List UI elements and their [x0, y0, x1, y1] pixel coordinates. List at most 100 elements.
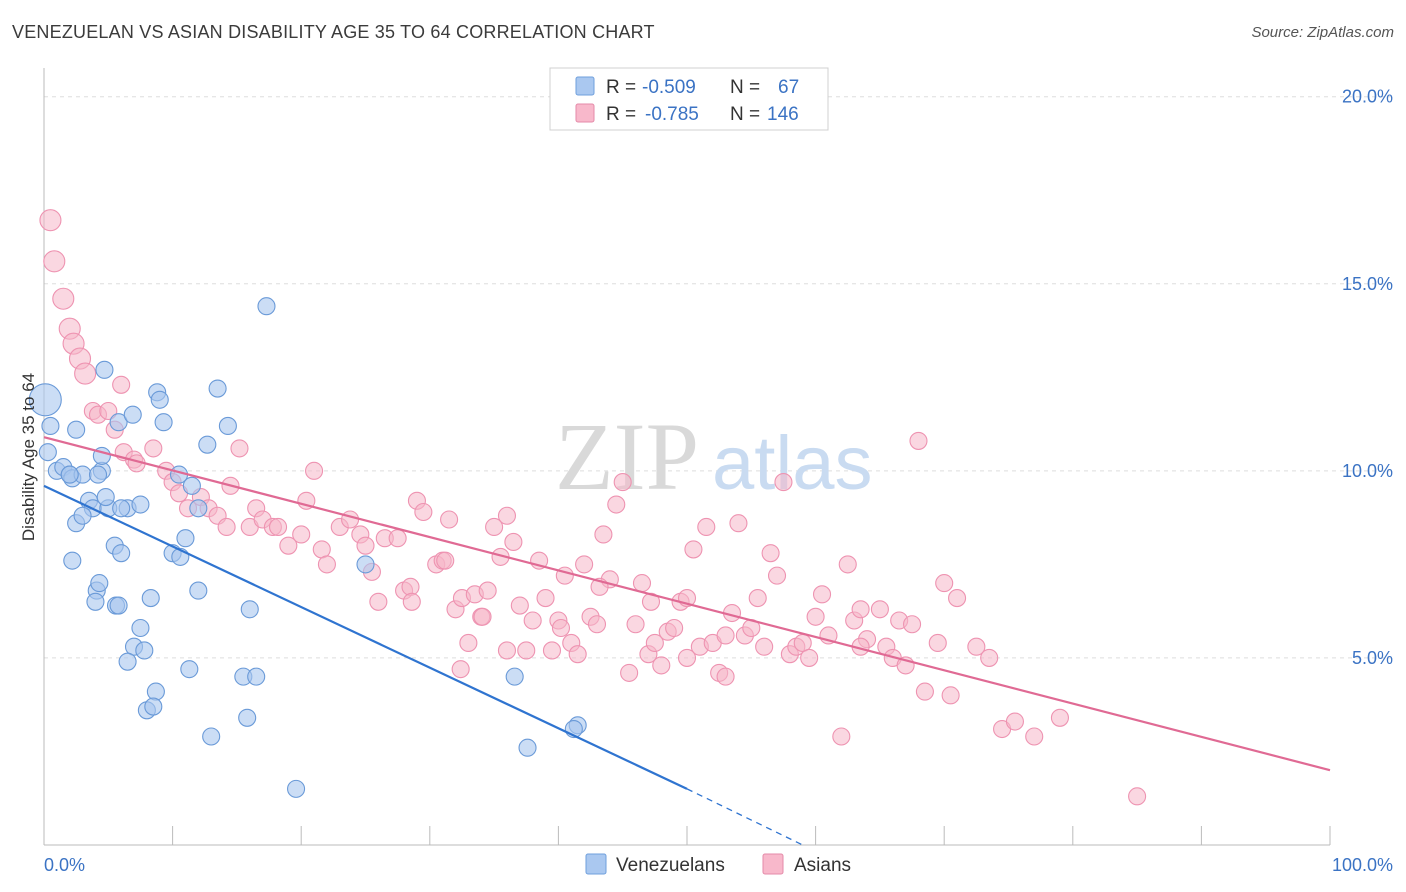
- asians-point: [1025, 727, 1044, 746]
- asians-point: [677, 648, 697, 667]
- legend-n-label-1: N =: [730, 77, 760, 98]
- venezuelans-point: [238, 708, 257, 727]
- asians-point: [665, 618, 684, 638]
- asians-point: [436, 551, 455, 570]
- asians-point: [948, 589, 967, 608]
- asians-point: [652, 656, 671, 675]
- venezuelans-trend-line: [43, 484, 688, 790]
- asians-point: [401, 577, 420, 596]
- asians-point: [305, 461, 324, 480]
- y-tick-label: 20.0%: [1342, 87, 1393, 107]
- venezuelans-point: [247, 667, 266, 686]
- legend-n-label-2: N =: [730, 104, 760, 125]
- venezuelans-point: [240, 600, 259, 619]
- venezuelans-point: [505, 667, 524, 686]
- venezuelans-point: [67, 420, 86, 439]
- venezuelans-point: [287, 779, 306, 798]
- venezuelans-point: [198, 435, 217, 454]
- asians-point: [928, 633, 947, 653]
- asians-point: [312, 540, 331, 559]
- asians-point: [800, 648, 819, 667]
- watermark-zip: ZIP: [555, 403, 699, 510]
- asians-point: [542, 641, 562, 660]
- venezuelans-point: [141, 589, 160, 608]
- venezuelans-point: [146, 682, 165, 701]
- asians-point: [1005, 712, 1024, 731]
- asians-point: [269, 517, 288, 537]
- asians-point: [755, 637, 774, 656]
- legend-r-value-2: -0.785: [645, 104, 699, 125]
- asians-point: [230, 439, 249, 458]
- asians-point: [594, 525, 613, 544]
- asians-point: [613, 473, 632, 492]
- legend-n-value-1: 67: [778, 77, 799, 98]
- x-tick-label: 0.0%: [44, 855, 85, 875]
- asians-point: [341, 510, 360, 529]
- legend-swatch-venezuelans: [575, 76, 595, 96]
- asians-point: [112, 375, 131, 394]
- y-tick-label: 15.0%: [1342, 274, 1393, 294]
- venezuelans-point: [90, 574, 109, 593]
- asians-point: [144, 439, 163, 458]
- venezuelans-point: [180, 660, 199, 679]
- asians-point: [935, 574, 954, 593]
- venezuelans-point: [73, 506, 92, 525]
- venezuelans-point: [150, 390, 169, 409]
- legend-r-label-2: R =: [606, 104, 636, 125]
- grid-lines: [44, 96, 1395, 659]
- venezuelans-point: [131, 495, 150, 514]
- asians-point: [74, 362, 97, 385]
- asians-point: [568, 645, 587, 664]
- asians-point: [440, 510, 459, 529]
- asians-point: [52, 287, 75, 310]
- asians-point: [832, 727, 851, 746]
- asians-point: [812, 585, 832, 604]
- asians-point: [774, 473, 793, 492]
- venezuelans-point: [60, 465, 79, 484]
- venezuelans-point: [189, 581, 208, 600]
- asians-trend-line: [43, 436, 1331, 772]
- asians-point: [551, 618, 571, 638]
- asians-point: [684, 540, 703, 559]
- y-axis-label: Disability Age 35 to 64: [19, 373, 38, 541]
- bottom-legend-swatch-venezuelans: [585, 853, 607, 875]
- asians-point: [459, 633, 478, 653]
- asians-point: [473, 607, 492, 626]
- venezuelans-point: [154, 413, 173, 432]
- legend-r-label-1: R =: [606, 77, 636, 98]
- venezuelans-point: [118, 652, 137, 671]
- asians-point: [279, 536, 298, 555]
- asians-point: [761, 544, 780, 563]
- asians-point: [967, 637, 986, 656]
- asians-point: [915, 682, 934, 701]
- asians-point: [485, 517, 504, 537]
- venezuelans-point: [176, 529, 195, 548]
- venezuelans-points: [28, 297, 587, 798]
- asians-point: [510, 596, 529, 615]
- bottom-legend-swatch-asians: [762, 853, 784, 875]
- asians-point: [292, 525, 311, 544]
- legend-swatch-asians: [575, 103, 595, 123]
- legend: R = -0.509 N = 67 R = -0.785 N = 146: [549, 67, 829, 131]
- asians-point: [980, 648, 999, 667]
- asians-point: [536, 589, 555, 608]
- venezuelans-point: [131, 618, 150, 638]
- venezuelans-point: [86, 592, 105, 611]
- asians-point: [39, 209, 62, 232]
- venezuelans-point: [202, 727, 221, 746]
- venezuelans-point: [28, 383, 62, 417]
- venezuelans-point: [112, 544, 131, 563]
- asians-point: [497, 641, 517, 660]
- asians-point: [451, 660, 470, 679]
- asians-point: [43, 250, 66, 273]
- venezuelans-point: [63, 551, 82, 570]
- asians-point: [838, 555, 857, 574]
- asians-point: [1128, 787, 1147, 806]
- venezuelans-point: [356, 555, 375, 574]
- venezuelans-point: [182, 476, 201, 495]
- asians-point: [369, 592, 388, 611]
- watermark: ZIP atlas: [555, 403, 873, 510]
- asians-point: [716, 626, 735, 645]
- venezuelans-point: [96, 487, 115, 507]
- venezuelans-point: [41, 416, 60, 436]
